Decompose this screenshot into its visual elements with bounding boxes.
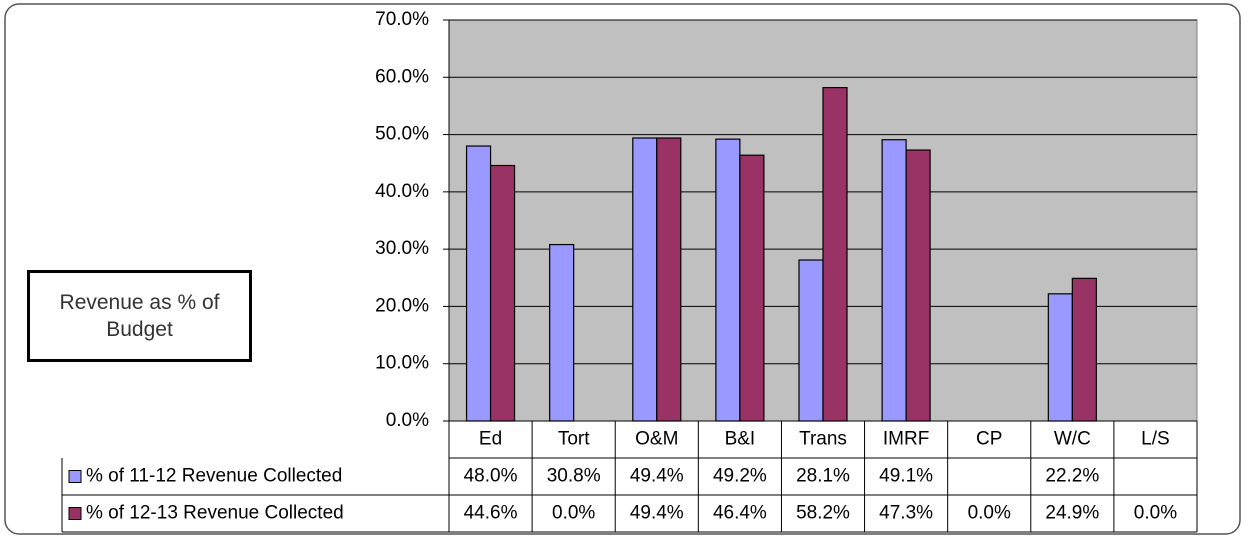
y-tick-label: 20.0%	[375, 295, 429, 316]
legend-key	[68, 470, 82, 483]
table-cell: 24.9%	[1045, 503, 1099, 524]
table-cell: 30.8%	[547, 466, 601, 487]
x-tick-label: O&M	[635, 429, 678, 450]
table-cell: 49.4%	[630, 466, 684, 487]
bar	[739, 154, 765, 422]
table-cell: 48.0%	[464, 466, 518, 487]
y-tick-label: 30.0%	[375, 238, 429, 259]
x-tick-label: Tort	[558, 429, 590, 450]
x-tick-label: IMRF	[883, 429, 929, 450]
bar	[905, 149, 931, 422]
bar	[465, 145, 492, 422]
table-cell: 44.6%	[464, 503, 518, 524]
bar	[549, 243, 575, 422]
table-cell: 46.4%	[713, 503, 767, 524]
table-cell: 28.1%	[796, 466, 850, 487]
bar	[489, 164, 516, 422]
bar	[1047, 293, 1073, 422]
x-tick-label: B&I	[725, 429, 756, 450]
x-tick-label: L/S	[1141, 429, 1170, 450]
table-cell: 47.3%	[879, 503, 933, 524]
x-tick-label: Trans	[799, 429, 847, 450]
bar	[715, 138, 741, 422]
bar	[881, 139, 907, 422]
bar	[656, 137, 682, 422]
table-cell: 58.2%	[796, 503, 850, 524]
x-tick-label: W/C	[1054, 429, 1091, 450]
bar	[822, 86, 848, 422]
y-tick-label: 70.0%	[375, 9, 429, 30]
bar	[1071, 277, 1097, 422]
table-cell: 49.2%	[713, 466, 767, 487]
table-cell: 0.0%	[1134, 503, 1177, 524]
bar	[798, 259, 824, 422]
table-cell: 49.4%	[630, 503, 684, 524]
annotation: Revenue as % of Budget	[27, 270, 252, 362]
table-cell: 0.0%	[968, 503, 1011, 524]
y-tick-label: 50.0%	[375, 124, 429, 145]
legend-label: % of 12-13 Revenue Collected	[86, 503, 344, 524]
x-tick-label: Ed	[479, 429, 502, 450]
x-tick-label: CP	[976, 429, 1002, 450]
y-tick-label: 40.0%	[375, 181, 429, 202]
table-cell: 49.1%	[879, 466, 933, 487]
legend-key	[68, 507, 82, 520]
y-tick-label: 60.0%	[375, 66, 429, 87]
bar	[632, 137, 658, 422]
y-tick-label: 0.0%	[386, 410, 429, 431]
table-cell: 22.2%	[1045, 466, 1099, 487]
legend-label: % of 11-12 Revenue Collected	[86, 466, 342, 487]
table-cell: 0.0%	[552, 503, 595, 524]
y-tick-label: 10.0%	[375, 353, 429, 374]
